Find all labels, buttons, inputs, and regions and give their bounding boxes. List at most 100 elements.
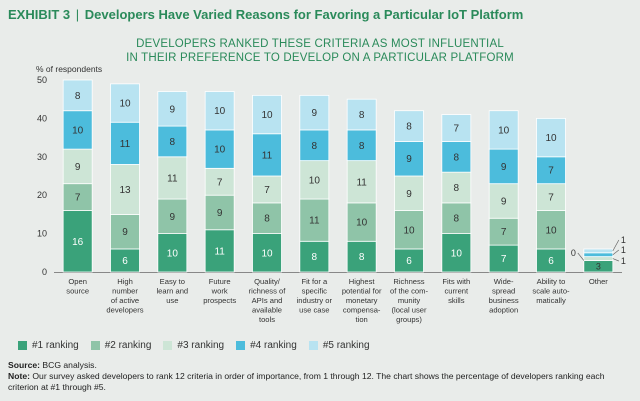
data-label: 9 (170, 212, 176, 223)
legend-item-rank5: #5 ranking (308, 340, 370, 351)
data-label: 6 (548, 256, 554, 267)
x-tick-label: developers (106, 306, 143, 315)
bar-segment (346, 129, 377, 162)
x-tick-label: prospects (203, 296, 236, 305)
data-label: 8 (170, 137, 176, 148)
bar-segment (583, 256, 614, 261)
y-tick-label: 30 (37, 152, 47, 162)
data-label: 7 (454, 124, 460, 135)
callout-line (577, 252, 585, 261)
bar-segment (110, 83, 140, 123)
data-label: 8 (406, 122, 412, 133)
legend-item-rank1: #1 ranking (18, 340, 79, 351)
bar-segment (488, 217, 519, 246)
legend-item-rank4: #4 ranking (236, 340, 297, 351)
x-tick-label: source (66, 287, 89, 296)
data-label: 10 (261, 248, 273, 259)
data-label: 9 (406, 189, 412, 200)
data-label: 10 (545, 133, 557, 144)
legend-label-rank2: #2 ranking (104, 340, 152, 351)
x-tick-label: Highest (349, 277, 376, 286)
bar-segment (252, 94, 282, 135)
data-label: 8 (312, 141, 318, 152)
y-tick-label: 40 (37, 113, 47, 123)
x-tick-label: adoption (489, 306, 518, 315)
x-tick-label: available (252, 306, 282, 315)
x-tick-label: monetary (346, 296, 378, 305)
bar-segment (157, 91, 188, 127)
y-tick-label: 50 (37, 75, 47, 85)
legend-swatch-rank4 (236, 341, 246, 350)
x-tick-label: groups) (396, 315, 422, 324)
y-tick-label: 10 (37, 229, 47, 239)
data-label: 7 (217, 177, 223, 188)
data-label: 10 (119, 99, 131, 110)
legend-label-rank1: #1 ranking (32, 340, 79, 351)
y-axis-label: % of respondents (36, 64, 103, 74)
data-label: 9 (406, 154, 412, 165)
bar-segment (204, 167, 235, 196)
bar-segment (441, 202, 472, 235)
data-label: 10 (498, 125, 510, 136)
footnotes: Source: BCG analysis. Note: Our survey a… (8, 360, 632, 393)
bar-segment (252, 133, 282, 177)
bar-segment (62, 148, 93, 185)
bar-segment (536, 156, 566, 185)
data-label: 9 (75, 162, 81, 173)
x-tick-label: potential for (342, 287, 382, 296)
data-label: 10 (214, 145, 226, 156)
data-label: 0 (571, 248, 576, 258)
data-label: 10 (451, 248, 463, 259)
bar-segment (110, 213, 140, 250)
x-tick-label: use (166, 296, 178, 305)
source-label: Source: (8, 360, 40, 370)
data-label: 10 (214, 106, 226, 117)
x-tick-label: spread (492, 287, 515, 296)
x-tick-label: Richness (393, 277, 424, 286)
data-label: 10 (403, 225, 415, 236)
data-label: 1 (621, 245, 626, 255)
data-label: 10 (309, 175, 321, 186)
bar-segment (252, 233, 282, 273)
chart-title-line-2: IN THEIR PREFERENCE TO DEVELOP ON A PART… (126, 52, 514, 64)
data-label: 9 (312, 108, 318, 119)
bar-segment (157, 233, 188, 273)
x-tick-label: of the com- (390, 287, 428, 296)
note-text: Our survey asked developers to rank 12 c… (8, 371, 605, 392)
x-tick-label: business (489, 296, 519, 305)
x-tick-label: use case (299, 306, 329, 315)
legend-swatch-rank5 (308, 341, 318, 350)
data-label: 10 (261, 110, 273, 121)
data-label: 8 (454, 183, 460, 194)
source-line: Source: BCG analysis. (8, 360, 632, 371)
x-tick-label: Wide- (494, 277, 514, 286)
bar-segment (204, 194, 235, 231)
source-text: BCG analysis. (42, 360, 97, 370)
data-label: 11 (214, 246, 225, 257)
bar-segment (110, 164, 140, 215)
chart-title-line-1: DEVELOPERS RANKED THESE CRITERIA AS MOST… (136, 38, 504, 50)
data-label: 7 (75, 193, 81, 204)
bar-segment (62, 110, 93, 150)
data-label: 13 (119, 185, 131, 196)
bar-segment (536, 183, 566, 211)
bar-segment (536, 118, 566, 158)
data-label: 8 (264, 214, 270, 225)
bar-segment (157, 198, 188, 234)
callout-line (612, 249, 620, 255)
callout-line (612, 239, 620, 252)
bar-segment (488, 110, 519, 150)
bar-segment (204, 229, 235, 273)
note-label: Note: (8, 371, 30, 381)
exhibit-title: Developers Have Varied Reasons for Favor… (84, 7, 524, 22)
data-label: 8 (359, 141, 365, 152)
data-label: 1 (621, 235, 626, 245)
x-tick-label: Quality/ (254, 277, 281, 286)
x-tick-label: scale auto- (532, 287, 570, 296)
data-label: 9 (501, 196, 507, 207)
x-tick-label: Ability to (537, 277, 566, 286)
data-label: 7 (548, 166, 554, 177)
bar-segment (536, 210, 566, 250)
x-tick-label: Fit for a (301, 277, 328, 286)
bar-segment (110, 121, 140, 165)
